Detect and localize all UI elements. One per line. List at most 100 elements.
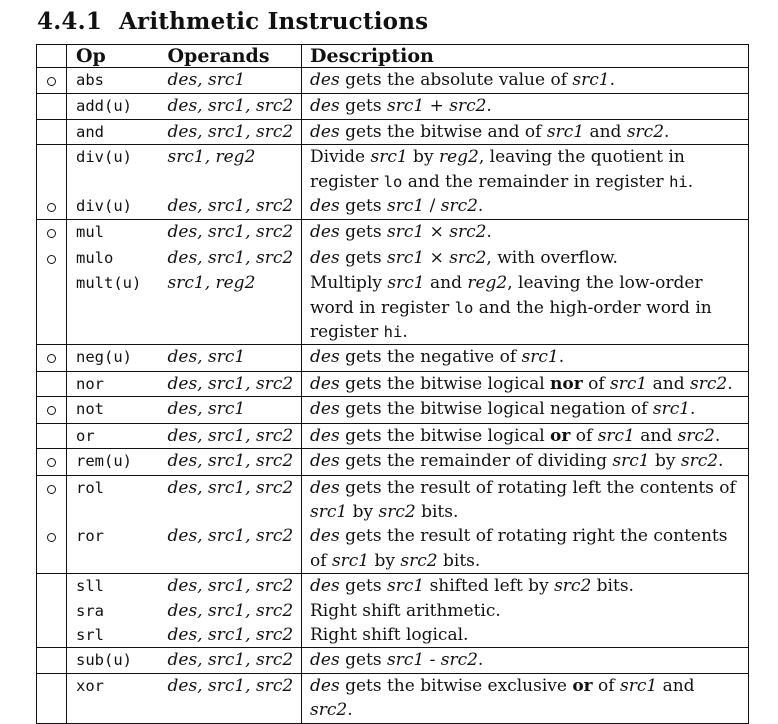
description-cell: Right shift arithmetic. <box>302 599 749 623</box>
description-text: des <box>310 247 340 268</box>
description-text: src1 <box>387 273 425 294</box>
op-cell: nor <box>66 371 165 398</box>
description-text: Right shift logical. <box>310 624 469 645</box>
description-text: src2 <box>449 96 487 117</box>
table-row: add(u) des, src1, src2 des gets src1 + src… <box>36 93 749 120</box>
description-text: gets the bitwise logical <box>339 373 551 394</box>
op-cell: not <box>66 396 165 424</box>
table-row: div(u) src1, reg2 Divide src1 by reg2, lea… <box>36 144 749 195</box>
description-cell: des gets the bitwise exclusive or of src… <box>301 673 749 724</box>
description-text: src2 <box>677 425 715 446</box>
pseudo-marker-cell <box>36 573 67 599</box>
description-text: and the high-order word in register <box>310 297 712 343</box>
description-text: bits. <box>437 550 481 571</box>
description-text: hi <box>669 172 688 191</box>
operands-cell: des, src1 <box>164 396 302 424</box>
description-text: src1 <box>386 650 425 671</box>
description-column-header: Description <box>301 44 749 68</box>
description-text: des <box>310 576 340 597</box>
table-row: nor des, src1, src2 des gets the bitwise l… <box>36 371 749 398</box>
description-text: × <box>424 222 450 243</box>
pseudo-marker-cell <box>36 93 67 120</box>
pseudo-marker-cell <box>36 475 67 525</box>
description-text: src2 <box>400 550 438 571</box>
pseudo-marker-cell <box>36 219 67 246</box>
pseudo-marker-cell <box>36 371 67 398</box>
description-text: Right shift arithmetic. <box>310 600 501 621</box>
description-text: + <box>424 96 450 117</box>
table-row: neg(u) des, src1 des gets the negative of … <box>36 344 749 372</box>
op-cell: ror <box>66 524 165 575</box>
op-cell: sra <box>76 601 104 620</box>
description-text: src2 <box>449 222 487 243</box>
description-text: src1 <box>546 121 585 142</box>
table-row: sub(u) des, src1, src2 des gets src1 - src… <box>36 647 749 674</box>
description-text: src1 <box>597 425 635 446</box>
description-text: des <box>310 399 340 420</box>
table-row: mulo des, src1, src2 des gets src1 × src2,… <box>36 245 749 272</box>
description-text: gets <box>339 196 387 217</box>
description-text: gets <box>339 222 387 243</box>
pseudo-marker-cell <box>36 647 67 674</box>
operands-cell: des, src1, src2 <box>164 524 302 575</box>
operands-cell: des, src1, src2 <box>164 598 302 623</box>
description-text: gets <box>339 650 387 671</box>
table-row: and des, src1, src2 des gets the bitwise a… <box>36 119 749 146</box>
description-text: Multiply <box>310 273 388 294</box>
table-row: ror des, src1, src2 des gets the result of… <box>36 524 749 575</box>
pseudo-marker-cell <box>36 622 67 649</box>
description-text: gets the bitwise exclusive <box>339 675 573 696</box>
operands-cell: src1, reg2 <box>164 144 302 195</box>
op-cell: div(u) <box>76 148 132 167</box>
description-text: src1 <box>619 675 658 696</box>
description-text: gets the negative of <box>339 347 522 368</box>
marker-column-header <box>36 44 67 68</box>
operands-cell: des, src1, src2 <box>164 119 302 146</box>
description-text: lo <box>454 298 474 317</box>
description-text: and <box>584 121 627 142</box>
pseudo-marker-cell <box>36 344 67 372</box>
description-text: src2 <box>440 650 478 671</box>
pseudo-instruction-circle-icon <box>47 229 56 239</box>
description-cell: des gets the result of rotating right th… <box>301 524 749 575</box>
op-cell: xor <box>66 673 165 724</box>
pseudo-marker-cell <box>36 448 67 476</box>
description-text: src1 <box>572 70 610 90</box>
pseudo-marker-cell <box>36 194 67 221</box>
op-cell: rol <box>76 478 104 497</box>
description-text: src2 <box>449 247 487 268</box>
operands-cell: des, src1, src2 <box>164 622 302 649</box>
pseudo-marker-cell <box>36 67 67 95</box>
description-text: of <box>592 675 620 696</box>
description-text: shifted left by <box>424 576 555 597</box>
description-text: src2 <box>440 196 478 217</box>
description-text: des <box>310 373 340 394</box>
operands-column-header: Operands <box>164 44 302 68</box>
pseudo-marker-cell <box>36 396 67 424</box>
op-cell: mult(u) <box>66 271 165 346</box>
description-text: src1 <box>386 247 425 268</box>
description-text: src2 <box>690 373 728 394</box>
description-text: . <box>664 121 670 142</box>
description-text: and <box>424 273 468 294</box>
pseudo-marker-cell <box>36 119 67 146</box>
description-text: des <box>310 477 340 498</box>
description-text: by <box>347 501 379 522</box>
operands-cell: des, src1, src2 <box>164 647 302 674</box>
op-cell: or <box>66 423 165 450</box>
op-column-header: Op <box>66 44 165 68</box>
description-cell: des gets the negative of src1. <box>301 344 749 372</box>
description-text: nor <box>550 373 583 394</box>
description-text: and <box>647 373 691 394</box>
op-cell: mul <box>76 223 104 242</box>
pseudo-marker-cell <box>36 144 67 195</box>
description-text: and <box>634 425 678 446</box>
op-cell: sub(u) <box>66 647 165 674</box>
pseudo-marker-cell <box>36 524 67 575</box>
description-text: / <box>424 196 441 217</box>
description-text: src2 <box>378 501 416 522</box>
table-row: not des, src1 des gets the bitwise logical… <box>36 396 749 424</box>
section-number: 4.4.1 <box>37 8 103 35</box>
description-cell: des gets the bitwise logical negation of… <box>301 396 749 424</box>
description-text: . <box>609 70 615 90</box>
